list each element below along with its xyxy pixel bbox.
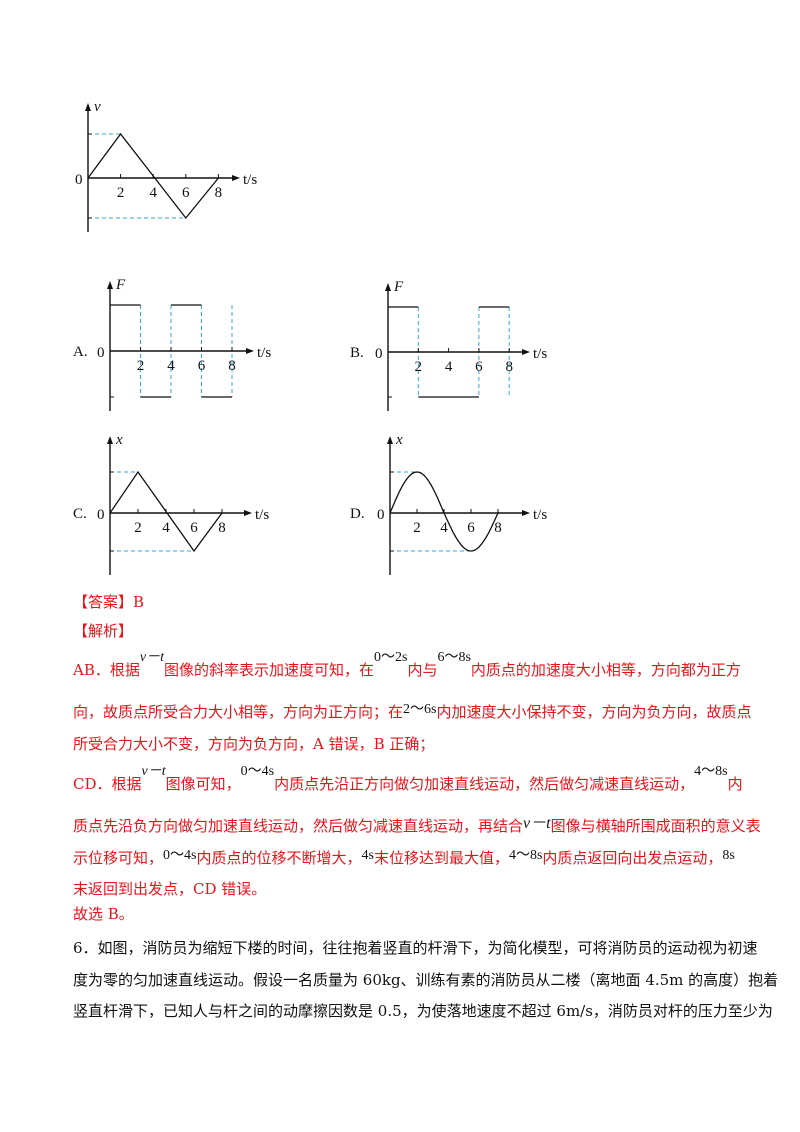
- x-axis-arrow: [522, 349, 530, 355]
- analysis-cd-line3: 示位移可知，0～4s内质点的位移不断增大，4s末位移达到最大值，4～8s内质点返…: [73, 848, 735, 870]
- x-tick-label: 2: [134, 520, 142, 536]
- analysis-cd-line2: 质点先沿负方向做匀加速直线运动，然后做匀减速直线运动，再结合v－t图像与横轴所围…: [73, 815, 761, 837]
- analysis-cd-line4: 末返回到出发点，CD 错误。: [73, 880, 267, 898]
- graph-c: 2 4 6 8 0 x t/s C.: [73, 432, 269, 575]
- x-axis-arrow: [522, 510, 530, 516]
- text: 向，故质点所受合力大小相等，方向为正方向；在: [73, 703, 404, 721]
- x-axis-label: t/s: [533, 507, 547, 523]
- x-tick-label: 6: [198, 358, 206, 374]
- y-axis-label: x: [115, 432, 123, 448]
- option-label: C.: [73, 506, 87, 522]
- x-tick-label: 8: [228, 358, 236, 374]
- x-tick-label: 6: [182, 185, 190, 201]
- x-tick-label: 4: [440, 520, 448, 536]
- analysis-ab-line1: AB．根据v－t图像的斜率表示加速度可知，在0～2s内与6～8s内质点的加速度大…: [73, 650, 741, 682]
- analysis-cd-line1: CD．根据v－t图像可知，0～4s内质点先沿正方向做匀加速直线运动，然后做匀减速…: [73, 764, 743, 796]
- x-tick-label: 2: [117, 185, 125, 201]
- x-axis-arrow: [232, 175, 240, 181]
- analysis-ab-line3: 所受合力大小不变，方向为负方向，A 错误，B 正确；: [73, 735, 435, 753]
- x-tick-label: 6: [467, 520, 475, 536]
- text: 图像与横轴所围成面积的意义表: [550, 817, 761, 835]
- x-tick-label: 2: [415, 359, 423, 375]
- formula: v－t: [523, 815, 551, 832]
- y-axis-arrow: [85, 103, 91, 111]
- formula: 4s: [361, 848, 374, 863]
- y-axis-arrow: [107, 281, 113, 289]
- conclusion: 故选 B。: [73, 905, 134, 923]
- x-tick-label: 8: [218, 520, 226, 536]
- formula: 0～4s: [240, 764, 275, 779]
- formula: 6～8s: [437, 650, 471, 665]
- text: 内: [727, 775, 743, 793]
- graph-b: 2 4 6 8 0 Ft/s B.: [350, 279, 547, 411]
- question-6-line1: 6．如图，消防员为缩短下楼的时间，往往抱着竖直的杆滑下，为简化模型，可将消防员的…: [73, 939, 758, 957]
- x-tick-label: 4: [445, 359, 453, 375]
- x-tick-label: 8: [215, 185, 223, 201]
- x-tick-label: 4: [162, 520, 170, 536]
- origin-label: 0: [375, 346, 383, 362]
- formula: 0～2s: [373, 650, 408, 665]
- series-line: [87, 132, 219, 220]
- question-6-line3: 竖直杆滑下，已知人与杆之间的动摩擦因数是 0.5，为使落地速度不超过 6m/s，…: [73, 1002, 773, 1020]
- y-axis-arrow: [387, 436, 393, 444]
- x-tick-label: 4: [149, 185, 157, 201]
- series-curve: [389, 471, 499, 552]
- formula: 4～8s: [508, 848, 543, 863]
- x-tick-label: 8: [505, 359, 513, 375]
- formula: 4～8s: [694, 764, 728, 779]
- x-tick-label: 2: [137, 358, 145, 374]
- text: 内质点返回向出发点运动，: [542, 849, 723, 867]
- text: 内质点的位移不断增大，: [196, 849, 362, 867]
- text: CD．根据: [73, 775, 142, 793]
- option-label: D.: [350, 506, 365, 522]
- y-axis-arrow: [107, 436, 113, 444]
- y-axis-label: F: [393, 279, 404, 295]
- option-label: B.: [350, 345, 364, 361]
- analysis-ab-line2: 向，故质点所受合力大小相等，方向为正方向；在2～6s内加速度大小保持不变，方向为…: [73, 702, 751, 724]
- x-axis-label: t/s: [533, 346, 547, 362]
- origin-label: 0: [377, 507, 385, 523]
- question-6-line2: 度为零的匀加速直线运动。假设一名质量为 60kg、训练有素的消防员从二楼（离地面…: [73, 971, 779, 989]
- x-tick-label: 6: [475, 359, 483, 375]
- graphs: 2 4 6 8 0 v t/s 2 4 6 8 0 Ft/s A. 2 4 6 8 0 Ft/s B. 2 4 6 8 0 x t/s…: [73, 99, 547, 575]
- analysis-label: 【解析】: [73, 622, 134, 640]
- text: 图像可知，: [165, 775, 241, 793]
- text: AB．根据: [73, 661, 140, 679]
- formula: v－t: [139, 650, 164, 665]
- text: 示位移可知，: [73, 849, 164, 867]
- x-tick-label: 2: [413, 520, 421, 536]
- series-line: [109, 470, 223, 553]
- text: 末位移达到最大值，: [373, 849, 509, 867]
- formula: 8s: [722, 848, 735, 863]
- option-label: A.: [73, 344, 88, 360]
- y-axis-arrow: [385, 283, 391, 291]
- x-axis-label: t/s: [243, 172, 257, 188]
- text: 质点先沿负方向做匀加速直线运动，然后做匀减速直线运动，再结合: [73, 817, 524, 835]
- x-tick-label: 8: [494, 520, 502, 536]
- x-axis-label: t/s: [255, 507, 269, 523]
- graph-a: 2 4 6 8 0 Ft/s A.: [73, 277, 271, 411]
- formula: 0～4s: [163, 848, 197, 863]
- formula: 2～6s: [403, 702, 437, 717]
- y-axis-label: x: [395, 432, 403, 448]
- answer-label: 【答案】B: [73, 593, 145, 611]
- origin-label: 0: [97, 345, 105, 361]
- graph-d: 2 4 6 8 0 x t/s D.: [350, 432, 547, 575]
- text: 内加速度大小保持不变，方向为负方向，故质点: [436, 703, 752, 721]
- text: 内质点的加速度大小相等，方向都为正方: [470, 661, 741, 679]
- text: 图像的斜率表示加速度可知，在: [163, 661, 374, 679]
- graph-vt: 2 4 6 8 0 v t/s: [75, 99, 257, 232]
- x-axis-arrow: [244, 510, 252, 516]
- origin-label: 0: [75, 172, 83, 188]
- x-tick-label: 4: [167, 358, 175, 374]
- x-axis-arrow: [246, 348, 254, 354]
- origin-label: 0: [97, 507, 105, 523]
- text: 内与: [407, 661, 438, 679]
- x-tick-label: 6: [190, 520, 198, 536]
- formula: v－t: [141, 764, 166, 779]
- y-axis-label: v: [94, 99, 101, 115]
- x-axis-label: t/s: [257, 345, 271, 361]
- text: 内质点先沿正方向做匀加速直线运动，然后做匀减速直线运动，: [274, 775, 695, 793]
- y-axis-label: F: [115, 277, 126, 293]
